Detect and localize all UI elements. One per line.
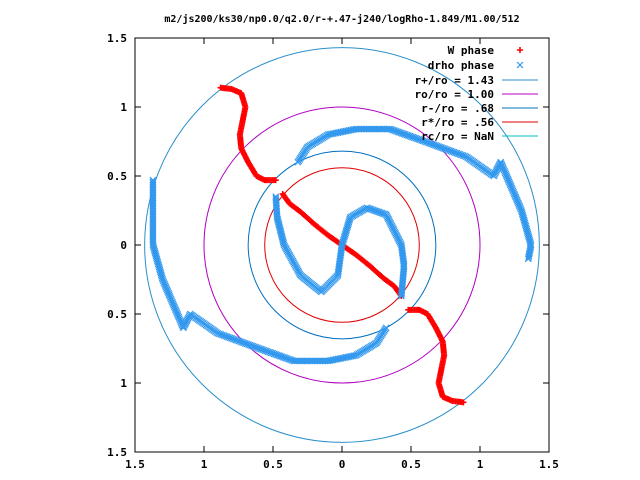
- legend-label: r+/ro = 1.43: [415, 74, 494, 87]
- x-tick-label: 0: [339, 458, 346, 471]
- legend-label: drho phase: [428, 59, 495, 72]
- x-tick-label: 1.5: [539, 458, 559, 471]
- y-tick-label: 0: [120, 239, 127, 252]
- w-phase-point: [272, 177, 279, 184]
- reference-circles: [144, 47, 540, 443]
- y-tick-label: 1.5: [107, 32, 127, 45]
- y-tick-label: 1: [120, 377, 127, 390]
- drho-phase-point: [149, 176, 157, 184]
- x-tick-label: 1: [477, 458, 484, 471]
- legend-marker: [516, 61, 524, 69]
- legend-label: ro/ro = 1.00: [415, 88, 494, 101]
- legend-label: rc/ro = NaN: [421, 130, 494, 143]
- reference-circle: [203, 106, 481, 384]
- x-tick-label: 1.5: [125, 458, 145, 471]
- axis-ticks: 1.5 1 0.5 0 0.5 1 1.51.510.500.511.5: [107, 32, 559, 471]
- reference-circle: [144, 47, 540, 443]
- drho-phase-series: [149, 125, 535, 365]
- drho-phase-point: [398, 291, 405, 298]
- legend-label: r*/ro = .56: [421, 116, 494, 129]
- drho-phase-point: [149, 178, 157, 186]
- drho-phase-point: [397, 292, 405, 300]
- x-tick-label: 1: [201, 458, 208, 471]
- legend-marker: [517, 47, 523, 53]
- y-tick-label: 0.5: [107, 170, 127, 183]
- x-tick-label: 0.5: [401, 458, 421, 471]
- w-phase-point: [460, 399, 467, 406]
- y-tick-label: 1.5: [107, 446, 127, 459]
- x-tick-label: 0.5: [263, 458, 283, 471]
- drho-phase-point: [524, 255, 532, 263]
- reference-circle: [264, 167, 420, 323]
- reference-circle: [247, 150, 437, 340]
- y-tick-label: 0.5: [107, 308, 127, 321]
- drho-phase-point: [525, 253, 533, 261]
- legend-label: r-/ro = .68: [421, 102, 494, 115]
- chart-title: m2/js200/ks30/np0.0/q2.0/r-+.47-j240/log…: [164, 13, 519, 25]
- data-series: [149, 84, 535, 406]
- y-tick-label: 1: [120, 101, 127, 114]
- legend-label: W phase: [448, 44, 495, 57]
